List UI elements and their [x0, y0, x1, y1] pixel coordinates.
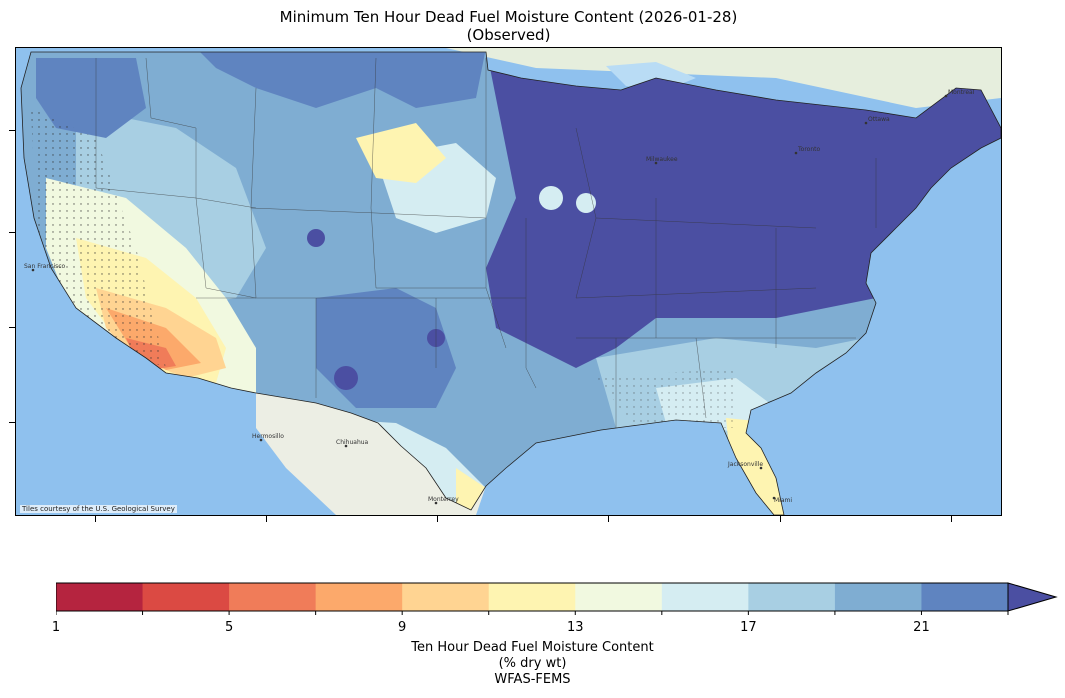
colorbar-caption-units: (% dry wt): [498, 656, 567, 671]
svg-text:Hermosillo: Hermosillo: [252, 433, 284, 440]
state-boundaries: [95, 57, 877, 428]
colorbar-bin-1: [142, 583, 230, 611]
svg-text:Jacksonville: Jacksonville: [727, 461, 763, 468]
map-attribution: Tiles courtesy of the U.S. Geological Su…: [20, 505, 177, 513]
axis-tick-bottom-2: [266, 516, 267, 522]
colorbar-bin-6: [575, 583, 663, 611]
colorbar-bin-0: [56, 583, 144, 611]
colorbar-tick-label: 21: [913, 620, 930, 635]
axis-tick-left-3: [9, 327, 15, 328]
axis-tick-bottom-3: [437, 516, 438, 522]
axis-tick-bottom-4: [608, 516, 609, 522]
axis-tick-left-4: [9, 422, 15, 423]
colorbar-caption-source: WFAS-FEMS: [494, 672, 571, 687]
colorbar-bin-9: [834, 583, 922, 611]
colorbar-bin-4: [402, 583, 490, 611]
colorbar-bin-3: [315, 583, 403, 611]
svg-text:Toronto: Toronto: [797, 146, 820, 153]
colorbar-outline: [56, 582, 1008, 612]
svg-text:Monterrey: Monterrey: [428, 496, 459, 503]
axis-tick-left-2: [9, 232, 15, 233]
svg-text:San Francisco: San Francisco: [24, 263, 66, 270]
svg-text:Montreal: Montreal: [948, 89, 975, 96]
svg-text:Ottawa: Ottawa: [868, 116, 890, 123]
axis-tick-left-1: [9, 130, 15, 131]
svg-text:Chihuahua: Chihuahua: [336, 439, 369, 446]
colorbar-bin-5: [488, 583, 576, 611]
axis-tick-bottom-5: [780, 516, 781, 522]
colorbar-tick-label: 9: [398, 620, 407, 635]
canada-land: [16, 48, 1001, 108]
colorbar: [56, 582, 1058, 615]
colorbar-caption-title: Ten Hour Dead Fuel Moisture Content: [411, 640, 654, 655]
colorbar-tick-label: 1: [51, 620, 61, 635]
colorbar-tick-label: 13: [566, 620, 584, 635]
svg-text:Milwaukee: Milwaukee: [646, 156, 678, 163]
city-labels: San Francisco Chihuahua Jacksonville Mia…: [24, 89, 975, 505]
colorbar-tick-label: 5: [224, 620, 234, 635]
mexico-land: [256, 388, 486, 515]
colorbar-bin-8: [748, 583, 836, 611]
svg-text:Miami: Miami: [774, 497, 792, 504]
map-title: Minimum Ten Hour Dead Fuel Moisture Cont…: [279, 8, 738, 26]
map-subtitle: (Observed): [466, 26, 551, 44]
colorbar-tick-label: 17: [740, 620, 757, 635]
fuel-moisture-map[interactable]: San Francisco Chihuahua Jacksonville Mia…: [16, 48, 1001, 515]
map-panel[interactable]: San Francisco Chihuahua Jacksonville Mia…: [15, 47, 1002, 516]
colorbar-bin-2: [229, 583, 317, 611]
colorbar-bin-7: [661, 583, 749, 611]
colorbar-bin-10: [921, 583, 1009, 611]
colorbar-extend-arrow: [1007, 582, 1058, 612]
axis-tick-bottom-1: [95, 516, 96, 522]
axis-tick-bottom-6: [951, 516, 952, 522]
